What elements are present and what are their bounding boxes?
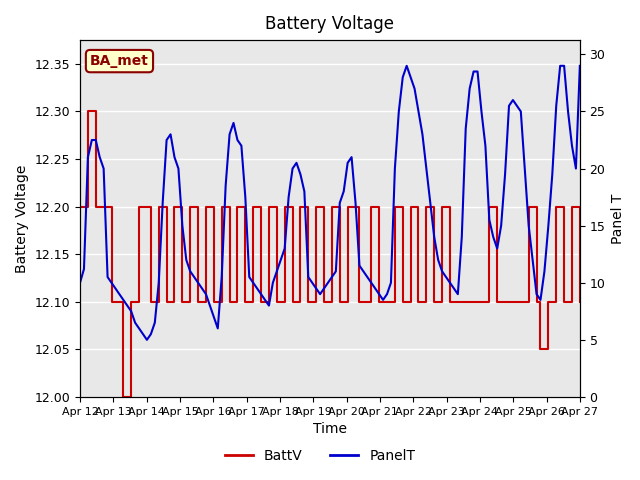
- Legend: BattV, PanelT: BattV, PanelT: [220, 443, 420, 468]
- Text: BA_met: BA_met: [90, 54, 149, 68]
- X-axis label: Time: Time: [313, 422, 347, 436]
- Y-axis label: Battery Voltage: Battery Voltage: [15, 164, 29, 273]
- Y-axis label: Panel T: Panel T: [611, 193, 625, 244]
- Title: Battery Voltage: Battery Voltage: [266, 15, 394, 33]
